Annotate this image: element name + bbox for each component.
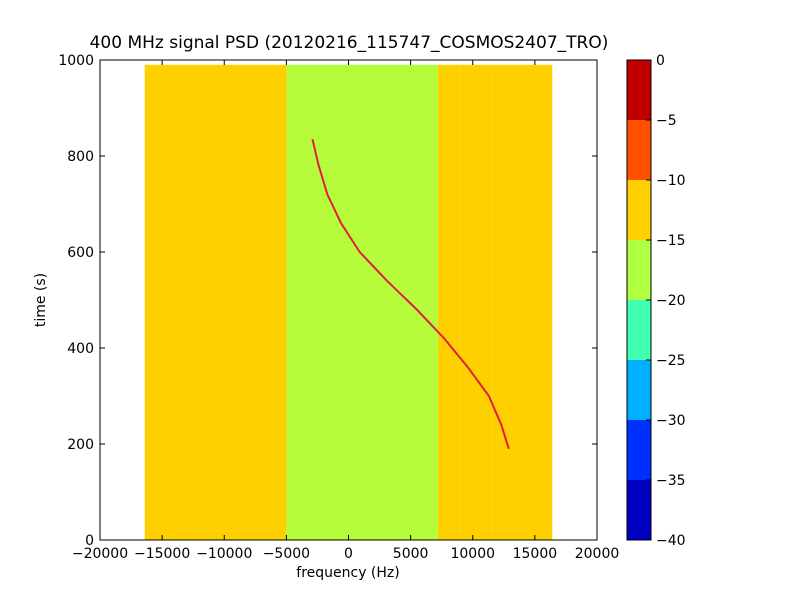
x-tick-label: −10000 bbox=[196, 546, 252, 562]
x-tick-label: −5000 bbox=[263, 546, 310, 562]
colorbar-tick-label: 0 bbox=[656, 53, 665, 69]
colorbar-segment bbox=[627, 420, 651, 480]
x-tick-label: 10000 bbox=[450, 546, 495, 562]
y-axis-label: time (s) bbox=[33, 273, 49, 327]
doppler-trace bbox=[311, 138, 510, 450]
y-tick-label: 200 bbox=[67, 437, 94, 453]
colorbar-tick-label: −25 bbox=[656, 353, 686, 369]
colorbar-segment bbox=[627, 300, 651, 360]
colorbar-tick-label: −15 bbox=[656, 233, 686, 249]
colorbar-tick-label: −5 bbox=[656, 113, 677, 129]
x-tick-label: −15000 bbox=[134, 546, 190, 562]
colorbar-segment bbox=[627, 240, 651, 300]
frequency-band-1 bbox=[144, 64, 206, 541]
spectrogram-texture bbox=[144, 66, 553, 540]
colorbar-segment bbox=[627, 120, 651, 180]
y-tick-label: 600 bbox=[67, 245, 94, 261]
y-tick-label: 400 bbox=[67, 341, 94, 357]
frequency-band-3 bbox=[286, 64, 438, 541]
colorbar-segment bbox=[627, 480, 651, 540]
y-tick-label: 1000 bbox=[58, 53, 94, 69]
colorbar-segment bbox=[627, 360, 651, 420]
colorbar-segment bbox=[627, 60, 651, 120]
colorbar-tick-label: −40 bbox=[656, 533, 686, 549]
x-axis-label: frequency (Hz) bbox=[296, 565, 399, 581]
colorbar-tick-label: −10 bbox=[656, 173, 686, 189]
y-tick-label: 0 bbox=[85, 533, 94, 549]
y-axis: 0 200 400 600 800 1000 bbox=[58, 53, 597, 549]
plot-area bbox=[99, 59, 598, 541]
x-axis: −20000 −15000 −10000 −5000 0 5000 10000 15000 20… bbox=[72, 60, 619, 562]
colorbar-segment bbox=[627, 180, 651, 240]
frequency-band-4 bbox=[437, 64, 461, 541]
x-tick-label: −20000 bbox=[72, 546, 128, 562]
x-tick-label: 15000 bbox=[513, 546, 558, 562]
frequency-band-6 bbox=[491, 64, 553, 541]
y-tick-label: 800 bbox=[67, 149, 94, 165]
chart-title: 400 MHz signal PSD (20120216_115747_COSM… bbox=[90, 33, 609, 53]
frequency-band-2 bbox=[205, 64, 287, 541]
colorbar: −40 −35 −30 −25 −20 −15 −10 −5 0 bbox=[626, 53, 686, 549]
frequency-band-5 bbox=[460, 64, 492, 541]
colorbar-tick-label: −35 bbox=[656, 473, 686, 489]
colorbar-tick-label: −30 bbox=[656, 413, 686, 429]
x-tick-label: 5000 bbox=[393, 546, 429, 562]
colorbar-tick-label: −20 bbox=[656, 293, 686, 309]
x-tick-label: 0 bbox=[344, 546, 353, 562]
x-tick-label: 20000 bbox=[575, 546, 620, 562]
